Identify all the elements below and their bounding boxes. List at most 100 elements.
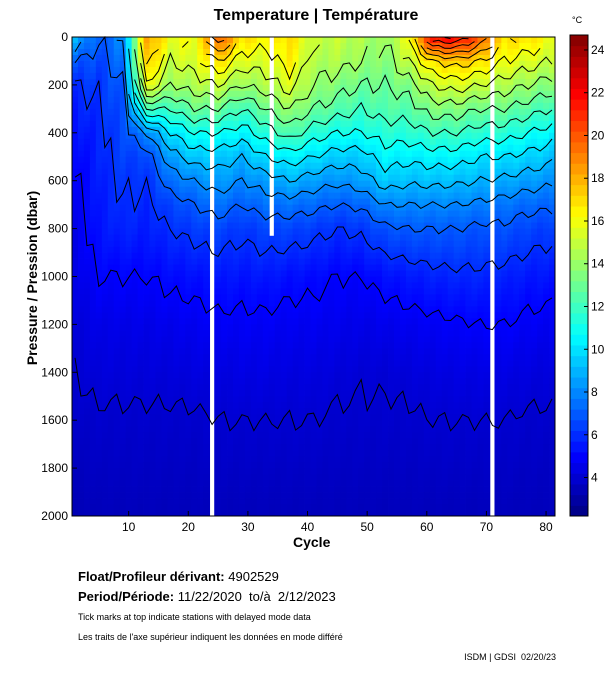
heatmap-cell	[215, 72, 222, 80]
heatmap-cell	[304, 216, 311, 224]
heatmap-cell	[340, 108, 347, 116]
heatmap-cell	[352, 216, 359, 224]
heatmap-cell	[101, 222, 109, 229]
heatmap-cell	[215, 192, 222, 200]
heatmap-cell	[280, 174, 288, 182]
heatmap-cell	[423, 138, 431, 146]
heatmap-cell	[262, 108, 270, 116]
heatmap-cell	[364, 282, 371, 289]
heatmap-cell	[221, 498, 228, 505]
heatmap-cell	[370, 198, 377, 206]
heatmap-cell	[388, 234, 395, 241]
heatmap-cell	[322, 402, 329, 409]
heatmap-cell	[417, 240, 425, 247]
heatmap-cell	[364, 336, 371, 343]
heatmap-cell	[107, 360, 115, 367]
heatmap-cell	[250, 186, 258, 194]
heatmap-cell	[262, 204, 270, 212]
heatmap-cell	[358, 432, 365, 439]
heatmap-cell	[250, 330, 258, 337]
heatmap-cell	[244, 78, 252, 86]
heatmap-cell	[244, 210, 252, 218]
heatmap-cell	[280, 276, 288, 283]
heatmap-cell	[238, 390, 246, 397]
heatmap-cell	[268, 306, 276, 313]
heatmap-cell	[435, 384, 443, 391]
heatmap-cell	[143, 378, 150, 385]
heatmap-cell	[149, 486, 156, 493]
heatmap-cell	[131, 258, 138, 265]
heatmap-cell	[388, 270, 395, 277]
heatmap-cell	[233, 180, 240, 188]
heatmap-cell	[149, 396, 156, 403]
heatmap-cell	[179, 492, 186, 499]
heatmap-cell	[256, 372, 264, 379]
heatmap-cell	[316, 282, 323, 289]
heatmap-cell	[191, 324, 198, 331]
heatmap-cell	[364, 318, 371, 325]
heatmap-cell	[346, 306, 353, 313]
heatmap-cell	[435, 486, 443, 493]
heatmap-cell	[167, 486, 174, 493]
heatmap-cell	[119, 96, 127, 104]
heatmap-cell	[77, 468, 85, 475]
heatmap-cell	[233, 54, 240, 62]
heatmap-cell	[185, 402, 192, 409]
heatmap-cell	[95, 138, 103, 146]
heatmap-cell	[328, 426, 335, 433]
heatmap-cell	[250, 480, 258, 487]
heatmap-cell	[382, 78, 389, 86]
heatmap-cell	[238, 186, 246, 194]
heatmap-cell	[238, 258, 246, 265]
heatmap-cell	[388, 438, 395, 445]
heatmap-cell	[376, 486, 383, 493]
heatmap-cell	[298, 204, 305, 212]
heatmap-cell	[155, 204, 162, 212]
heatmap-cell	[394, 120, 401, 128]
heatmap-cell	[143, 348, 150, 355]
heatmap-cell	[167, 324, 174, 331]
heatmap-cell	[77, 72, 85, 80]
heatmap-cell	[322, 468, 329, 475]
heatmap-cell	[280, 96, 288, 104]
heatmap-cell	[125, 414, 133, 421]
heatmap-cell	[221, 72, 228, 80]
heatmap-cell	[173, 102, 180, 110]
heatmap-cell	[89, 372, 97, 379]
heatmap-cell	[429, 486, 437, 493]
heatmap-cell	[125, 492, 133, 499]
heatmap-cell	[143, 294, 150, 301]
heatmap-cell	[185, 198, 192, 206]
heatmap-cell	[119, 300, 127, 307]
heatmap-cell	[292, 306, 299, 313]
heatmap-cell	[72, 432, 79, 439]
heatmap-cell	[340, 210, 347, 218]
heatmap-cell	[244, 240, 252, 247]
heatmap-cell	[244, 336, 252, 343]
heatmap-cell	[119, 144, 127, 152]
heatmap-cell	[376, 108, 383, 116]
heatmap-cell	[143, 282, 150, 289]
heatmap-cell	[280, 450, 288, 457]
heatmap-cell	[113, 228, 121, 235]
heatmap-cell	[411, 324, 419, 331]
heatmap-cell	[298, 318, 305, 325]
heatmap-cell	[328, 60, 335, 68]
heatmap-cell	[233, 426, 240, 433]
heatmap-cell	[334, 498, 341, 505]
heatmap-cell	[334, 384, 341, 391]
heatmap-cell	[221, 330, 228, 337]
heatmap-cell	[101, 336, 109, 343]
heatmap-cell	[119, 234, 127, 241]
heatmap-cell	[346, 186, 353, 194]
heatmap-cell	[399, 492, 407, 499]
heatmap-cell	[119, 90, 127, 98]
heatmap-cell	[215, 366, 222, 373]
heatmap-cell	[227, 372, 234, 379]
heatmap-cell	[417, 300, 425, 307]
heatmap-cell	[328, 300, 335, 307]
heatmap-cell	[292, 438, 299, 445]
heatmap-cell	[173, 432, 180, 439]
heatmap-cell	[125, 348, 133, 355]
heatmap-cell	[417, 360, 425, 367]
